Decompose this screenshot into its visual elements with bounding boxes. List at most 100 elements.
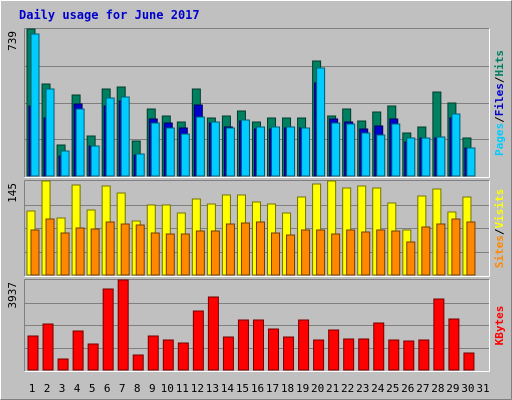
bar-pages-day-17: [271, 126, 281, 177]
bar-kbytes-day-27: [418, 339, 430, 371]
bar-sites-day-16: [255, 221, 265, 276]
bar-kbytes-day-7: [117, 279, 129, 371]
day-label-28: 28: [431, 382, 444, 395]
bar-pages-day-10: [165, 127, 175, 177]
day-label-11: 11: [176, 382, 189, 395]
legend-kbytes: KBytes: [493, 306, 506, 346]
day-label-15: 15: [236, 382, 249, 395]
bar-kbytes-day-23: [358, 338, 370, 371]
bar-kbytes-day-18: [283, 336, 295, 371]
bar-kbytes-day-3: [57, 358, 69, 371]
bar-pages-day-26: [406, 137, 416, 177]
bar-kbytes-day-15: [237, 319, 249, 371]
bar-kbytes-day-4: [72, 330, 84, 371]
day-label-3: 3: [59, 382, 66, 395]
bar-sites-day-26: [406, 241, 416, 276]
bar-sites-day-6: [105, 221, 115, 276]
chart-title: Daily usage for June 2017: [19, 8, 200, 22]
bar-sites-day-19: [301, 229, 311, 276]
day-label-2: 2: [44, 382, 51, 395]
bar-pages-day-4: [75, 108, 85, 177]
bar-sites-day-18: [286, 234, 296, 276]
bar-sites-day-1: [30, 229, 40, 276]
chart-panels: 739Pages/Files/Hits145Sites/Visits3937KB…: [6, 28, 506, 372]
bar-pages-day-23: [361, 132, 371, 177]
legend-pages-files-hits: Pages/Files/Hits: [493, 50, 506, 156]
bar-sites-day-20: [316, 229, 326, 276]
day-label-5: 5: [89, 382, 96, 395]
bar-pages-day-8: [135, 153, 145, 177]
bar-kbytes-day-11: [177, 342, 189, 371]
day-label-19: 19: [296, 382, 309, 395]
bar-kbytes-day-20: [313, 339, 325, 371]
bar-pages-day-3: [60, 150, 70, 177]
bar-kbytes-day-2: [42, 323, 54, 371]
y-max-label: 739: [6, 31, 19, 51]
day-label-8: 8: [134, 382, 141, 395]
bar-sites-day-25: [391, 230, 401, 276]
bar-pages-day-22: [346, 123, 356, 177]
bar-sites-day-4: [75, 227, 85, 276]
bar-sites-day-15: [240, 222, 250, 276]
bar-pages-day-2: [45, 88, 55, 177]
bar-pages-day-20: [316, 67, 326, 177]
bar-kbytes-day-26: [403, 340, 415, 371]
bar-pages-day-13: [210, 121, 220, 177]
bar-pages-day-24: [376, 134, 386, 177]
day-label-10: 10: [161, 382, 174, 395]
day-label-12: 12: [191, 382, 204, 395]
day-label-30: 30: [461, 382, 474, 395]
legend-pages: Pages: [493, 123, 506, 156]
day-label-16: 16: [251, 382, 264, 395]
day-label-14: 14: [221, 382, 235, 395]
bar-kbytes-day-21: [328, 329, 340, 371]
legend-sites: Sites: [493, 235, 506, 268]
bar-pages-day-1: [30, 33, 40, 177]
day-label-20: 20: [311, 382, 324, 395]
bar-pages-day-15: [240, 119, 250, 177]
bar-kbytes-day-17: [268, 328, 280, 371]
day-label-24: 24: [371, 382, 385, 395]
day-label-25: 25: [386, 382, 399, 395]
legend-sites-visits: Sites/Visits: [493, 189, 506, 269]
bar-pages-day-27: [421, 137, 431, 177]
bar-kbytes-day-8: [132, 354, 144, 371]
bar-kbytes-day-16: [252, 319, 264, 371]
bar-kbytes-day-28: [433, 298, 445, 371]
legend-files: Files: [493, 83, 506, 116]
bar-kbytes-day-19: [298, 319, 310, 371]
day-label-13: 13: [206, 382, 219, 395]
bar-sites-day-30: [466, 221, 476, 276]
bar-kbytes-day-10: [162, 339, 174, 371]
bar-sites-day-13: [210, 230, 220, 276]
bar-sites-day-2: [45, 218, 55, 276]
bar-sites-day-24: [376, 229, 386, 276]
day-label-9: 9: [149, 382, 156, 395]
bar-sites-day-10: [165, 233, 175, 276]
bar-sites-day-5: [90, 228, 100, 276]
bar-sites-day-14: [225, 223, 235, 276]
bar-kbytes-day-6: [102, 288, 114, 371]
day-label-18: 18: [281, 382, 294, 395]
bar-kbytes-day-12: [192, 310, 204, 371]
day-label-29: 29: [446, 382, 459, 395]
bar-sites-day-22: [346, 229, 356, 276]
bar-sites-day-12: [195, 230, 205, 276]
day-label-6: 6: [104, 382, 111, 395]
bar-kbytes-day-29: [448, 318, 460, 371]
bar-pages-day-12: [195, 116, 205, 177]
panel-kbytes: 3937 KBytes: [6, 279, 506, 372]
bar-pages-day-5: [90, 145, 100, 177]
bar-kbytes-day-1: [27, 335, 39, 371]
bar-kbytes-day-25: [388, 339, 400, 371]
legend-separator: /: [493, 76, 506, 83]
bar-sites-day-11: [180, 233, 190, 276]
bar-pages-day-7: [120, 96, 130, 177]
bar-kbytes-day-5: [87, 343, 99, 371]
day-label-17: 17: [266, 382, 279, 395]
bar-pages-day-19: [301, 127, 311, 177]
bar-sites-day-23: [361, 231, 371, 276]
day-label-1: 1: [29, 382, 36, 395]
bar-kbytes-day-24: [373, 322, 385, 371]
bar-pages-day-28: [436, 136, 446, 177]
